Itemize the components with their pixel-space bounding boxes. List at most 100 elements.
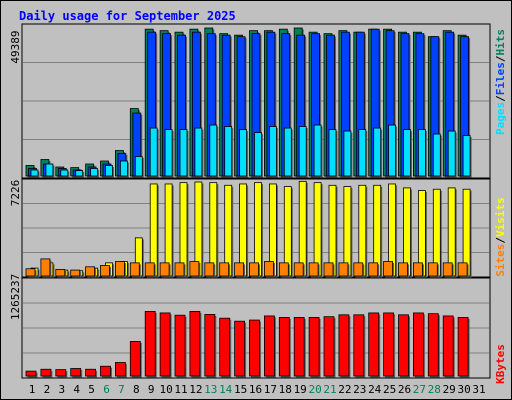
x-axis-label-day-1: 1	[29, 383, 36, 396]
x-axis-label-day-9: 9	[148, 383, 155, 396]
y-axis-max-label: 7226	[9, 180, 22, 207]
bar-kbytes-day-26	[398, 314, 409, 377]
y-axis-label-part: KBytes	[494, 344, 507, 384]
y-axis-label-part: Visits	[494, 197, 507, 237]
x-axis-label-day-15: 15	[234, 383, 247, 396]
x-axis-label-day-27: 27	[413, 383, 426, 396]
y-axis-label-part: Pages	[494, 102, 507, 135]
bar-visits-day-19	[298, 180, 307, 277]
bar-pages-day-30	[462, 135, 471, 177]
bar-sites-day-3	[55, 269, 66, 277]
bar-kbytes-day-27	[412, 312, 424, 377]
x-axis-label-day-31: 31	[472, 383, 485, 396]
bar-sites-day-23	[353, 262, 364, 277]
x-axis-label-day-20: 20	[308, 383, 321, 396]
bar-pages-day-10	[164, 129, 173, 177]
bar-pages-day-20	[313, 124, 322, 177]
x-axis-label-day-12: 12	[189, 383, 202, 396]
y-axis-label-part: /	[494, 95, 507, 102]
bar-pages-day-6	[105, 165, 113, 177]
bar-visits-day-13	[209, 182, 218, 277]
x-axis-label-day-30: 30	[457, 383, 470, 396]
x-axis-label-day-18: 18	[279, 383, 292, 396]
bar-kbytes-day-4	[70, 368, 82, 377]
y-axis-label-part: /	[494, 55, 507, 62]
bar-kbytes-day-13	[204, 314, 216, 377]
bar-sites-day-2	[40, 258, 51, 277]
bar-visits-day-11	[179, 182, 188, 277]
bar-kbytes-day-29	[442, 315, 454, 377]
bar-sites-day-9	[144, 262, 155, 277]
bar-pages-day-24	[373, 127, 382, 177]
bar-kbytes-day-21	[323, 316, 335, 377]
x-axis-label-day-6: 6	[103, 383, 110, 396]
bar-pages-day-12	[194, 127, 203, 177]
bar-sites-day-4	[70, 269, 81, 277]
bar-kbytes-day-19	[293, 317, 305, 377]
bar-kbytes-day-11	[174, 314, 186, 377]
x-axis-label-day-16: 16	[249, 383, 262, 396]
bar-kbytes-day-8	[129, 341, 141, 377]
bar-sites-day-24	[368, 262, 379, 277]
bar-sites-day-29	[442, 262, 453, 277]
bar-visits-day-10	[164, 183, 173, 277]
x-axis-label-day-4: 4	[73, 383, 80, 396]
bar-sites-day-20	[308, 262, 319, 277]
x-axis-label-day-14: 14	[219, 383, 233, 396]
bar-sites-day-27	[412, 262, 423, 277]
bar-pages-day-2	[45, 163, 54, 177]
bar-kbytes-day-1	[25, 370, 37, 377]
bar-kbytes-day-18	[278, 317, 290, 377]
x-axis-day-labels: 1 2 3 4 5 6 7 8 9 10 11 12 13 14 15 16 17 18 19 20 21 22 23 24 2…	[29, 383, 486, 396]
bar-pages-day-29	[447, 130, 456, 177]
bar-visits-day-16	[254, 182, 262, 277]
y-axis-max-label: 1265237	[9, 274, 22, 320]
bar-kbytes-day-2	[40, 368, 52, 377]
x-axis-label-day-3: 3	[58, 383, 65, 396]
x-axis-label-day-29: 29	[443, 383, 456, 396]
y-axis-label-kbytes: KBytes	[494, 344, 507, 384]
bar-kbytes-day-6	[100, 365, 111, 377]
bar-pages-day-25	[388, 124, 397, 177]
bar-sites-day-14	[219, 262, 230, 277]
bar-kbytes-day-9	[144, 311, 156, 377]
bar-pages-day-23	[358, 129, 367, 177]
x-axis-label-day-21: 21	[323, 383, 336, 396]
bar-pages-day-16	[254, 132, 262, 177]
bar-pages-day-13	[209, 124, 218, 177]
bar-sites-day-13	[204, 262, 215, 277]
bar-kbytes-day-10	[159, 312, 171, 377]
bar-sites-day-16	[249, 262, 259, 277]
x-axis-label-day-22: 22	[338, 383, 351, 396]
bar-pages-day-21	[328, 129, 337, 177]
y-axis-label-part: Hits	[494, 29, 507, 56]
bar-sites-day-25	[383, 261, 394, 277]
bar-visits-day-21	[328, 184, 337, 277]
x-axis-label-day-8: 8	[133, 383, 140, 396]
bar-kbytes-day-30	[457, 317, 469, 377]
bar-kbytes-day-17	[263, 315, 275, 377]
bar-pages-day-15	[239, 129, 248, 177]
y-axis-label-part: Sites	[494, 244, 507, 277]
bar-sites-day-8	[129, 262, 140, 277]
bar-pages-day-18	[283, 127, 292, 177]
x-axis-label-day-7: 7	[118, 383, 125, 396]
y-axis-label-pages-files-hits: Pages/Files/Hits	[494, 29, 507, 135]
bar-kbytes-day-24	[368, 312, 380, 377]
bar-kbytes-day-14	[219, 317, 231, 377]
bar-pages-day-14	[224, 126, 233, 177]
bar-kbytes-day-15	[234, 320, 246, 377]
bar-sites-day-6	[100, 265, 110, 277]
bar-pages-day-7	[120, 160, 128, 177]
x-axis-label-day-19: 19	[294, 383, 307, 396]
bar-pages-day-11	[179, 129, 188, 177]
bar-sites-day-11	[174, 262, 185, 277]
x-axis-label-day-23: 23	[353, 383, 366, 396]
bar-visits-day-24	[373, 184, 382, 277]
bar-kbytes-day-7	[115, 362, 126, 377]
x-axis-label-day-11: 11	[174, 383, 187, 396]
x-axis-label-day-2: 2	[44, 383, 51, 396]
bar-pages-day-28	[432, 133, 441, 177]
